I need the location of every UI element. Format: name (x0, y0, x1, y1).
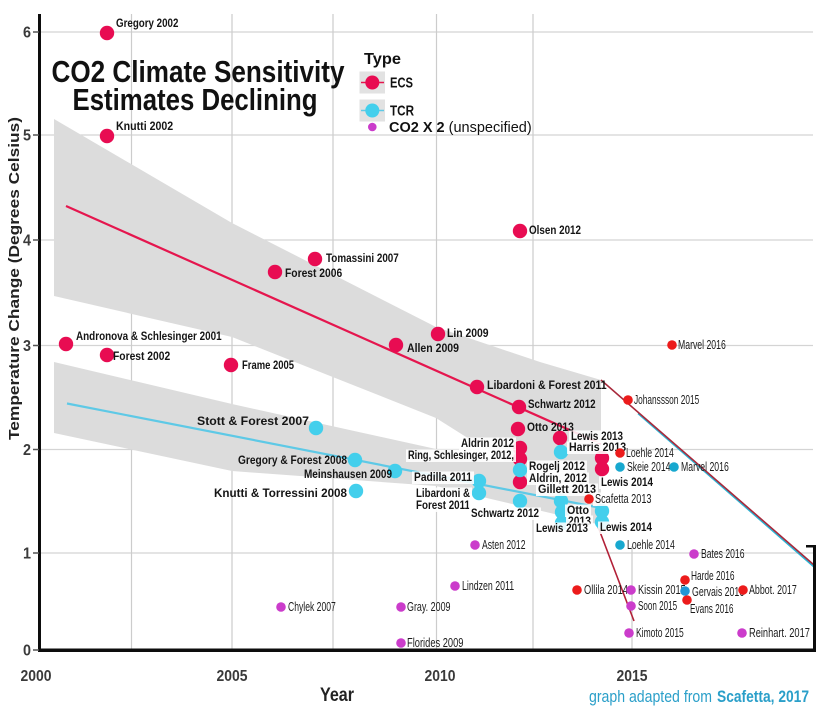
svg-text:Forest 2011: Forest 2011 (416, 500, 471, 512)
svg-text:Allen 2009: Allen 2009 (407, 343, 459, 355)
svg-text:2010: 2010 (425, 668, 456, 685)
svg-text:Lewis 2014: Lewis 2014 (601, 477, 654, 489)
svg-text:Andronova & Schlesinger 2001: Andronova & Schlesinger 2001 (76, 331, 222, 343)
svg-text:Knutti & Torressini 2008: Knutti & Torressini 2008 (214, 488, 348, 500)
svg-text:Olsen 2012: Olsen 2012 (529, 225, 581, 237)
svg-text:Year: Year (320, 685, 355, 706)
svg-text:Reinhart. 2017: Reinhart. 2017 (749, 625, 810, 640)
svg-text:1: 1 (23, 546, 31, 563)
svg-text:Gervais 2016: Gervais 2016 (692, 584, 744, 599)
svg-text:5: 5 (23, 128, 31, 145)
svg-text:Marvel 2016: Marvel 2016 (678, 337, 726, 352)
svg-text:Chylek 2007: Chylek 2007 (288, 599, 336, 614)
svg-text:Schwartz 2012: Schwartz 2012 (471, 508, 539, 520)
svg-text:6: 6 (23, 25, 31, 42)
svg-text:Lewis 2014: Lewis 2014 (600, 522, 653, 534)
svg-text:2000: 2000 (21, 668, 52, 685)
svg-text:Johanssson 2015: Johanssson 2015 (634, 392, 699, 407)
svg-text:Soon 2015: Soon 2015 (638, 598, 677, 613)
svg-text:Lindzen 2011: Lindzen 2011 (462, 578, 514, 593)
svg-text:Schwartz 2012: Schwartz 2012 (528, 399, 596, 411)
svg-text:Lewis 2013: Lewis 2013 (571, 431, 623, 443)
svg-text:CO2 X 2 (unspecified): CO2 X 2 (unspecified) (389, 120, 532, 136)
svg-text:TCR: TCR (390, 103, 414, 120)
svg-text:Gillett 2013: Gillett 2013 (538, 484, 596, 496)
svg-text:Kissin 2015: Kissin 2015 (638, 582, 686, 597)
svg-text:Skeie 2014: Skeie 2014 (627, 459, 671, 474)
svg-text:0: 0 (23, 643, 31, 660)
svg-text:Marvel 2016: Marvel 2016 (681, 459, 729, 474)
svg-text:Otto 2013: Otto 2013 (527, 422, 574, 434)
svg-text:Type: Type (364, 51, 401, 68)
svg-text:3: 3 (23, 338, 31, 355)
svg-text:Meinshausen 2009: Meinshausen 2009 (304, 469, 392, 481)
svg-text:Evans 2016: Evans 2016 (690, 601, 734, 616)
svg-text:Gray. 2009: Gray. 2009 (407, 599, 451, 614)
svg-text:Asten 2012: Asten 2012 (482, 537, 526, 552)
svg-text:Knutti 2002: Knutti 2002 (116, 121, 173, 133)
svg-text:Ollila 2014: Ollila 2014 (584, 582, 628, 597)
svg-text:Forest 2006: Forest 2006 (285, 268, 342, 280)
svg-text:Lin 2009: Lin 2009 (447, 328, 489, 340)
svg-text:Stott & Forest 2007: Stott & Forest 2007 (197, 416, 309, 428)
svg-text:4: 4 (23, 233, 31, 250)
svg-text:ECS: ECS (390, 75, 413, 92)
svg-text:Libardoni & Forest 2011: Libardoni & Forest 2011 (487, 380, 607, 392)
svg-text:Abbot. 2017: Abbot. 2017 (749, 582, 797, 597)
svg-text:2015: 2015 (617, 668, 648, 685)
svg-text:Scafetta 2013: Scafetta 2013 (595, 491, 652, 506)
svg-text:Aldrin, 2012: Aldrin, 2012 (529, 473, 587, 485)
svg-text:Bates 2016: Bates 2016 (701, 546, 745, 561)
svg-text:Scafetta, 2017: Scafetta, 2017 (717, 688, 809, 706)
svg-text:Gregory 2002: Gregory 2002 (116, 18, 178, 30)
svg-text:CO2 Climate Sensitivity: CO2 Climate Sensitivity (52, 54, 346, 89)
svg-text:graph adapted from: graph adapted from (589, 688, 712, 706)
svg-text:Padilla 2011: Padilla 2011 (414, 472, 473, 484)
svg-text:Florides 2009: Florides 2009 (407, 635, 464, 650)
svg-text:2: 2 (23, 442, 31, 459)
svg-text:Temperature Change (Degrees Ce: Temperature Change (Degrees Celsius) (6, 117, 23, 440)
svg-text:Kimoto 2015: Kimoto 2015 (636, 625, 684, 640)
svg-text:Harde 2016: Harde 2016 (691, 568, 735, 583)
svg-text:Frame 2005: Frame 2005 (242, 360, 294, 372)
svg-text:Estimates Declining: Estimates Declining (73, 82, 318, 117)
svg-text:Otto: Otto (567, 505, 589, 517)
svg-text:Rogelj 2012: Rogelj 2012 (529, 461, 585, 473)
svg-text:Ring, Schlesinger, 2012,: Ring, Schlesinger, 2012, (408, 450, 514, 462)
svg-text:Gregory & Forest 2008: Gregory & Forest 2008 (238, 455, 348, 467)
svg-text:Aldrin 2012: Aldrin 2012 (461, 438, 514, 450)
svg-text:2005: 2005 (217, 668, 248, 685)
svg-text:Tomassini 2007: Tomassini 2007 (326, 253, 399, 265)
svg-text:Lewis 2013: Lewis 2013 (536, 523, 588, 535)
svg-text:Forest 2002: Forest 2002 (113, 351, 170, 363)
svg-text:Libardoni &: Libardoni & (416, 488, 470, 500)
svg-text:Harris 2013: Harris 2013 (569, 442, 626, 454)
svg-text:Loehle 2014: Loehle 2014 (627, 537, 675, 552)
svg-text:Loehle 2014: Loehle 2014 (626, 445, 674, 460)
